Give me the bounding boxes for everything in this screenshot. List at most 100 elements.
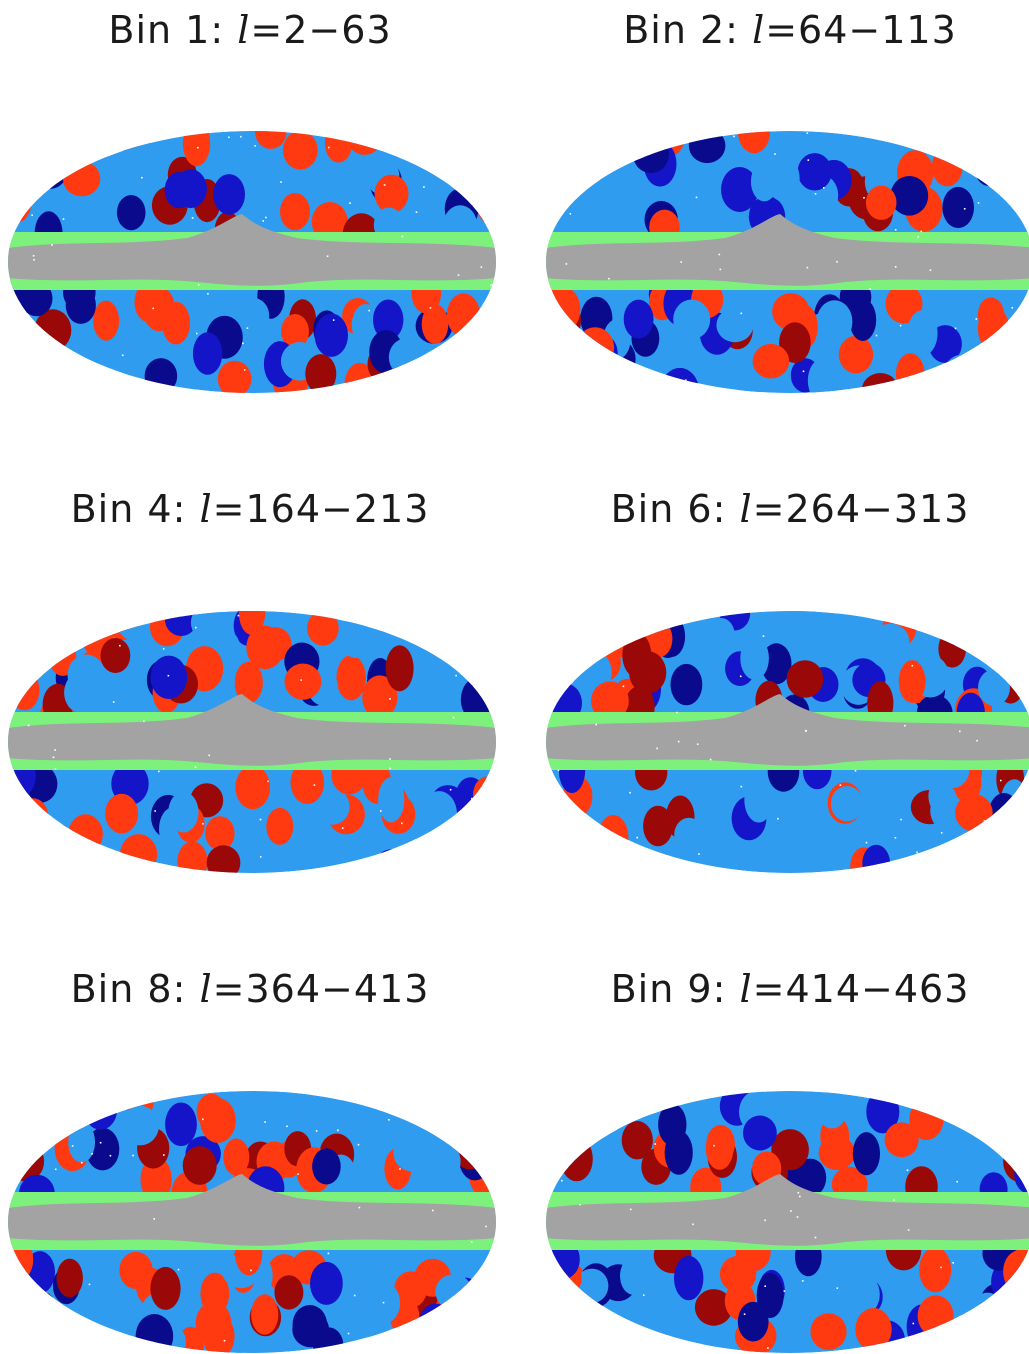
- sky-speckle: [797, 1216, 799, 1218]
- sky-speckle: [874, 132, 876, 134]
- sky-patch: [386, 645, 414, 691]
- sky-speckle: [569, 141, 571, 143]
- sky-speckle: [680, 261, 682, 263]
- sky-speckle: [368, 310, 370, 312]
- sky-speckle: [815, 193, 817, 195]
- sky-speckle: [807, 132, 809, 134]
- sky-speckle: [764, 1220, 766, 1222]
- sky-patch: [817, 300, 853, 343]
- sky-speckle: [986, 654, 988, 656]
- mollweide-map: [7, 1090, 497, 1354]
- ell-range: =2−63: [250, 8, 391, 52]
- sky-speckle: [885, 612, 887, 614]
- sky-patch: [237, 298, 269, 334]
- mollweide-map: [7, 610, 497, 874]
- sky-speckle: [254, 145, 256, 147]
- sky-patch: [757, 1273, 784, 1318]
- sky-patch: [9, 671, 39, 711]
- sky-patch: [33, 149, 68, 188]
- sky-patch: [620, 1257, 646, 1295]
- sky-speckle: [976, 740, 978, 742]
- sky-speckle: [692, 1224, 694, 1226]
- sky-speckle: [477, 676, 479, 678]
- sky-patch: [1004, 1090, 1029, 1119]
- mollweide-map: [545, 130, 1029, 394]
- sky-patch: [743, 1116, 777, 1151]
- sky-speckle: [198, 284, 200, 286]
- sky-patch: [909, 1099, 943, 1140]
- sky-speckle: [31, 214, 33, 216]
- sky-speckle: [959, 731, 961, 733]
- sky-patch: [183, 1146, 217, 1185]
- sky-patch: [555, 1307, 585, 1346]
- sky-patch: [550, 322, 583, 359]
- sky-speckle: [939, 1101, 941, 1103]
- sky-patch: [274, 1275, 303, 1309]
- sky-speckle: [620, 1105, 622, 1107]
- sky-patch: [440, 622, 474, 658]
- sky-patch: [837, 1258, 864, 1302]
- sky-speckle: [337, 1130, 339, 1132]
- sky-patch: [1009, 841, 1029, 874]
- sky-patch: [603, 851, 631, 874]
- sky-patch: [942, 187, 974, 228]
- sky-patch: [440, 148, 472, 190]
- sky-patch: [461, 158, 489, 194]
- sky-speckle: [333, 319, 335, 321]
- sky-speckle: [33, 255, 35, 257]
- sky-patch: [720, 1256, 756, 1293]
- sky-patch: [93, 301, 119, 341]
- sky-speckle: [608, 278, 610, 280]
- sky-patch: [753, 344, 790, 379]
- sky-speckle: [423, 186, 425, 188]
- sky-speckle: [670, 143, 672, 145]
- sky-speckle: [28, 867, 30, 869]
- sky-patch: [79, 1090, 107, 1111]
- sky-speckle: [100, 1142, 102, 1144]
- sky-patch: [671, 664, 703, 705]
- sky-speckle: [196, 333, 198, 335]
- sky-speckle: [837, 1287, 839, 1289]
- sky-patch: [598, 815, 628, 859]
- sky-speckle: [110, 1155, 112, 1157]
- sky-patch: [546, 287, 581, 332]
- bin-label: Bin 2:: [623, 8, 739, 52]
- sky-patch: [145, 358, 178, 394]
- sky-speckle: [113, 701, 115, 703]
- sky-speckle: [627, 634, 629, 636]
- sky-patch: [953, 610, 980, 646]
- sky-speckle: [675, 1348, 677, 1350]
- sky-speckle: [916, 852, 918, 854]
- sky-speckle: [71, 633, 73, 635]
- sky-speckle: [33, 259, 35, 261]
- sky-patch: [369, 1282, 400, 1323]
- sky-speckle: [976, 318, 978, 320]
- sky-patch: [918, 1295, 954, 1336]
- sky-speckle: [978, 202, 980, 204]
- sky-speckle: [636, 837, 638, 839]
- sky-speckle: [197, 147, 199, 149]
- sky-speckle: [208, 755, 210, 757]
- sky-speckle: [893, 1200, 895, 1202]
- sky-speckle: [908, 1229, 910, 1231]
- sky-speckle: [481, 266, 483, 268]
- sky-speckle: [744, 1313, 746, 1315]
- sky-speckle: [1012, 307, 1014, 309]
- sky-speckle: [55, 1169, 57, 1171]
- sky-patch: [997, 339, 1029, 377]
- sky-patch: [740, 637, 769, 680]
- sky-speckle: [89, 1284, 91, 1286]
- sky-patch: [421, 791, 457, 837]
- sky-speckle: [327, 255, 329, 257]
- sky-speckle: [710, 759, 712, 761]
- ell-symbol: l: [237, 8, 250, 52]
- sky-speckle: [678, 741, 680, 743]
- sky-patch: [624, 300, 654, 339]
- sky-speckle: [763, 635, 765, 637]
- sky-speckle: [840, 784, 842, 786]
- ell-symbol: l: [752, 8, 765, 52]
- sky-patch: [375, 175, 409, 213]
- sky-speckle: [907, 1169, 909, 1171]
- sky-patch: [310, 1262, 343, 1305]
- sky-speckle: [480, 1095, 482, 1097]
